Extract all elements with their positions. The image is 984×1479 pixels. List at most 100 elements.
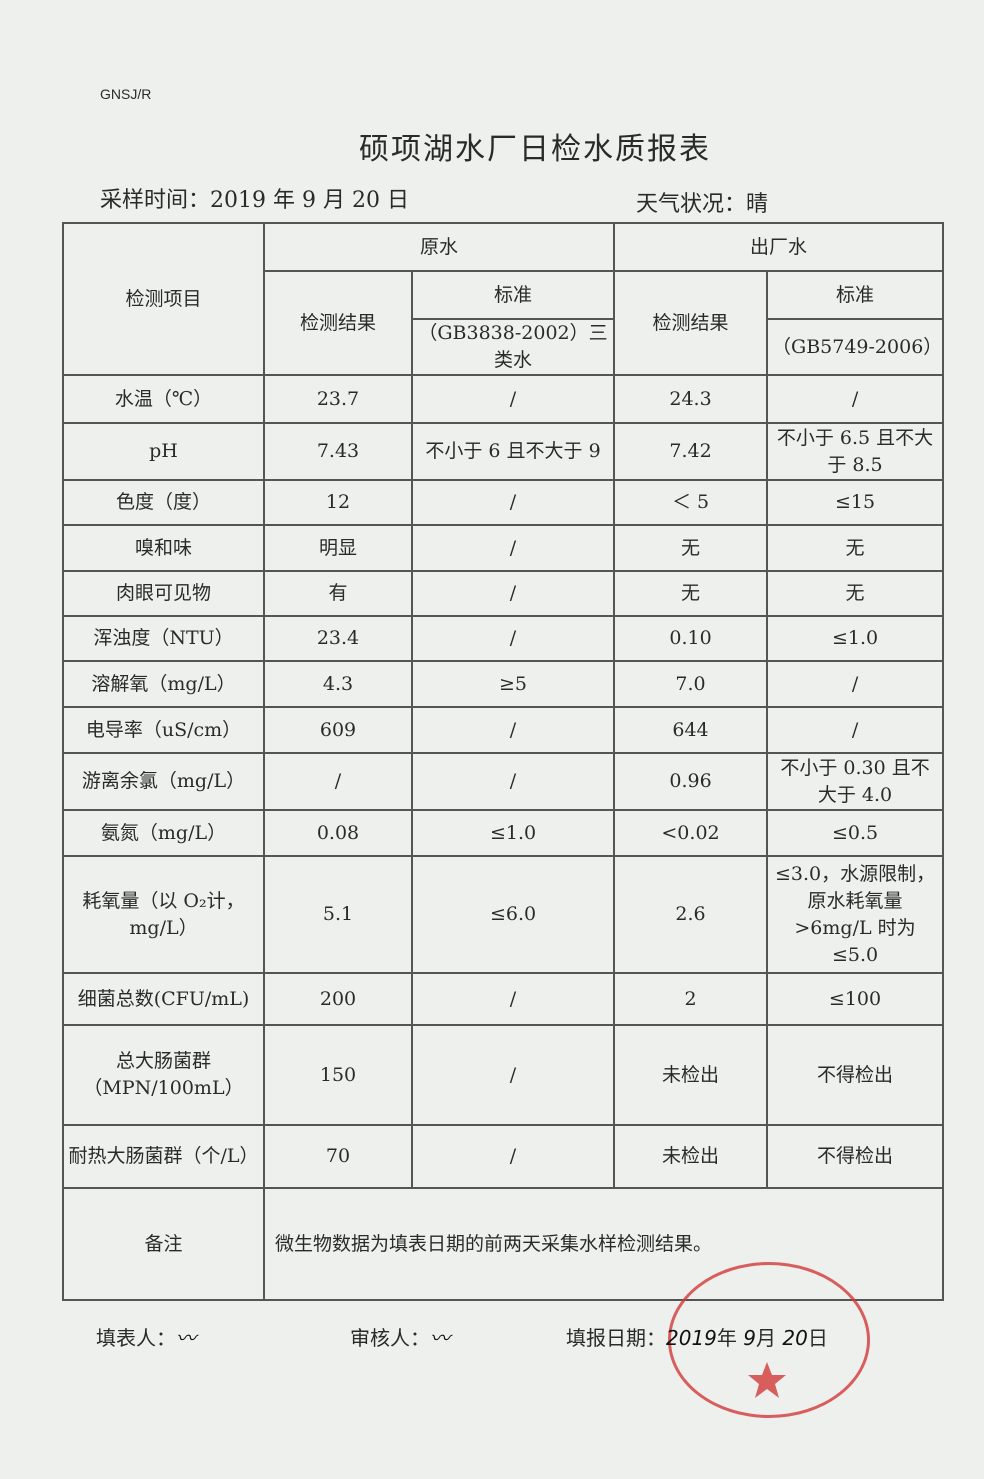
out-result: 2.6 <box>613 855 769 974</box>
sample-time: 采样时间：2019 年 9 月 20 日 <box>100 182 409 214</box>
item-name: 水温（℃） <box>62 374 265 424</box>
out-result: 0.96 <box>613 752 769 811</box>
out-standard: ≤1.0 <box>766 615 945 662</box>
header-raw-standard: 标准 <box>410 270 616 320</box>
header-item: 检测项目 <box>62 222 265 376</box>
out-result: 无 <box>613 570 769 617</box>
header-out-standard-code: （GB5749-2006） <box>766 318 945 376</box>
raw-result: 12 <box>263 479 413 526</box>
filler-signature: 〰 <box>176 1326 196 1350</box>
raw-result: 7.43 <box>263 422 413 481</box>
document-code: GNSJ/R <box>100 86 152 102</box>
out-result: 未检出 <box>613 1024 769 1126</box>
item-name: 色度（度） <box>62 479 265 526</box>
raw-result: 明显 <box>263 524 413 572</box>
stamp-star-icon <box>748 1362 786 1398</box>
raw-standard: / <box>410 615 616 662</box>
page-title: 硕项湖水厂日检水质报表 <box>359 132 711 167</box>
table-row: 游离余氯（mg/L） //0.96 不小于 0.30 且不大于 4.0 <box>62 752 945 811</box>
header-outlet-water: 出厂水 <box>613 222 945 272</box>
filler-label: 填表人： <box>96 1326 176 1350</box>
raw-result: 0.08 <box>263 809 413 857</box>
table-row: 细菌总数(CFU/mL) 200/2 ≤100 <box>62 972 945 1026</box>
item-name: 浑浊度（NTU） <box>62 615 265 662</box>
table-row: 浑浊度（NTU） 23.4/0.10 ≤1.0 <box>62 615 945 662</box>
out-result: 644 <box>613 706 769 754</box>
table-row: 耐热大肠菌群（个/L） 70/未检出 不得检出 <box>62 1124 945 1189</box>
raw-standard: / <box>410 374 616 424</box>
out-standard: 无 <box>766 524 945 572</box>
out-result: ＜ 5 <box>613 479 769 526</box>
out-standard: 不得检出 <box>766 1024 945 1126</box>
out-standard: ≤100 <box>766 972 945 1026</box>
table-row: 水温（℃） 23.7/24.3/ <box>62 374 945 424</box>
header-raw-standard-code: （GB3838-2002）三类水 <box>410 318 616 376</box>
out-standard: 不得检出 <box>766 1124 945 1189</box>
raw-standard: / <box>410 706 616 754</box>
header-out-result: 检测结果 <box>613 270 769 376</box>
item-name: 氨氮（mg/L） <box>62 809 265 857</box>
raw-result: 609 <box>263 706 413 754</box>
item-name: 耗氧量（以 O₂计，mg/L） <box>62 855 265 974</box>
table-row: 耗氧量（以 O₂计，mg/L） 5.1 ≤6.0 2.6 ≤3.0，水源限制，原水耗氧量… <box>62 855 945 974</box>
raw-standard: ≤6.0 <box>410 855 616 974</box>
out-standard: ≤15 <box>766 479 945 526</box>
weather: 天气状况：晴 <box>636 186 768 218</box>
item-name: 嗅和味 <box>62 524 265 572</box>
raw-standard: ≥5 <box>410 660 616 708</box>
item-name: 游离余氯（mg/L） <box>62 752 265 811</box>
remark-row: 备注 微生物数据为填表日期的前两天采集水样检测结果。 <box>62 1187 945 1301</box>
day-unit: 日 <box>807 1326 828 1350</box>
out-standard: / <box>766 660 945 708</box>
raw-result: 150 <box>263 1024 413 1126</box>
table-row: 肉眼可见物有 / 无无 <box>62 570 945 617</box>
out-result: 7.42 <box>613 422 769 481</box>
item-name: 溶解氧（mg/L） <box>62 660 265 708</box>
raw-standard: / <box>410 1024 616 1126</box>
out-result: 2 <box>613 972 769 1026</box>
item-name: 耐热大肠菌群（个/L） <box>62 1124 265 1189</box>
item-name: 电导率（uS/cm） <box>62 706 265 754</box>
date-day: 20 <box>782 1326 808 1350</box>
month-unit: 月 <box>756 1326 776 1350</box>
raw-standard: ≤1.0 <box>410 809 616 857</box>
out-result: 0.10 <box>613 615 769 662</box>
out-result: <0.02 <box>613 809 769 857</box>
raw-standard: 不小于 6 且不大于 9 <box>410 422 616 481</box>
raw-standard: / <box>410 570 616 617</box>
out-standard: 不小于 0.30 且不大于 4.0 <box>766 752 945 811</box>
sample-time-value: 2019 年 9 月 20 日 <box>210 188 409 213</box>
year-unit: 年 <box>716 1326 737 1350</box>
out-standard: / <box>766 706 945 754</box>
table-row: 电导率（uS/cm） 609/644/ <box>62 706 945 754</box>
header-raw-water: 原水 <box>262 222 616 272</box>
item-name: 细菌总数(CFU/mL) <box>62 972 265 1026</box>
table-row: 色度（度） 12/＜ 5 ≤15 <box>62 479 945 526</box>
sample-time-label: 采样时间： <box>100 188 211 213</box>
filler: 填表人：〰 <box>96 1322 196 1351</box>
out-result: 无 <box>613 524 769 572</box>
raw-result: 70 <box>263 1124 413 1189</box>
remark-text: 微生物数据为填表日期的前两天采集水样检测结果。 <box>262 1187 945 1301</box>
out-standard: ≤3.0，水源限制，原水耗氧量>6mg/L 时为≤5.0 <box>766 855 945 974</box>
raw-result: 有 <box>263 570 413 617</box>
raw-result: 4.3 <box>263 660 413 708</box>
raw-result: / <box>263 752 413 811</box>
item-name: 总大肠菌群（MPN/100mL） <box>62 1024 265 1126</box>
weather-label: 天气状况： <box>636 192 747 217</box>
report-date: 填报日期：2019年 9月 20日 <box>566 1322 828 1351</box>
out-standard: 无 <box>766 570 945 617</box>
remark-label: 备注 <box>62 1187 265 1301</box>
raw-result: 5.1 <box>263 855 413 974</box>
raw-result: 200 <box>263 972 413 1026</box>
raw-standard: / <box>410 524 616 572</box>
reviewer-label: 审核人： <box>350 1326 430 1350</box>
out-standard: 不小于 6.5 且不大于 8.5 <box>766 422 945 481</box>
table-row: 氨氮（mg/L） 0.08 ≤1.0 <0.02 ≤0.5 <box>62 809 945 857</box>
header-raw-result: 检测结果 <box>263 270 413 376</box>
item-name: 肉眼可见物 <box>62 570 265 617</box>
out-standard: ≤0.5 <box>766 809 945 857</box>
out-result: 24.3 <box>613 374 769 424</box>
raw-standard: / <box>410 752 616 811</box>
table-row: 溶解氧（mg/L） 4.3 ≥5 7.0/ <box>62 660 945 708</box>
